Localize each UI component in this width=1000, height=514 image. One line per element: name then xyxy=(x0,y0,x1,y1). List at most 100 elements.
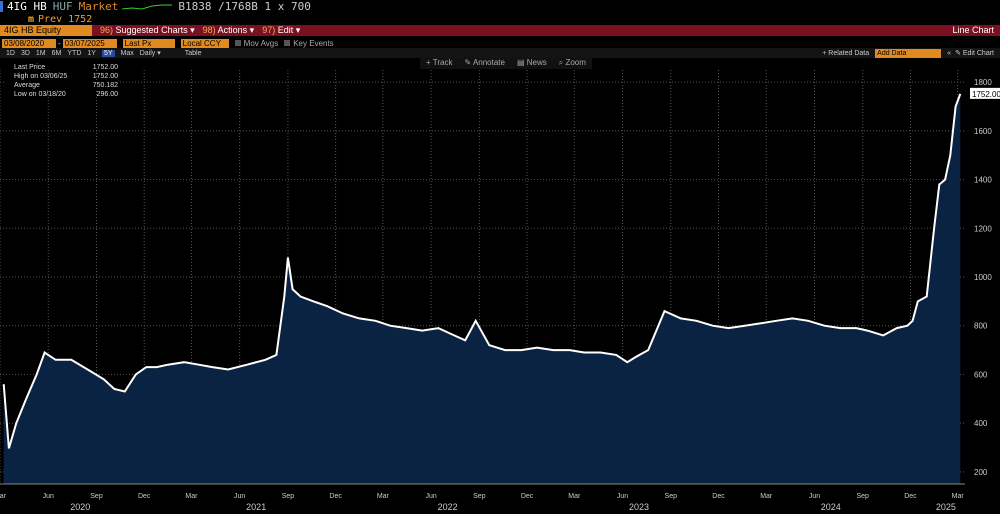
x-tick-label: Sep xyxy=(856,493,869,500)
price-line xyxy=(2,93,962,449)
x-tick-label: Jun xyxy=(425,493,436,500)
x-tick-label: Mar xyxy=(377,493,390,500)
x-tick-label: Dec xyxy=(521,493,534,500)
y-tick-label: 1800 xyxy=(974,78,992,87)
track-tool[interactable]: + Track xyxy=(426,58,453,67)
x-axis: Mar Jun Sep Dec Mar Jun Sep Dec Mar Jun Sep Dec Mar J… xyxy=(0,483,965,512)
y-axis: 200 400 600 800 1000 1200 1400 1600 1800 xyxy=(974,78,992,477)
y-tick-label: 200 xyxy=(974,468,988,477)
legend-row: Average 750.182 xyxy=(6,81,118,90)
table-button[interactable]: Table xyxy=(184,49,202,57)
y-tick-label: 400 xyxy=(974,419,988,428)
menu-actions[interactable]: 98) Actions ▾ xyxy=(202,25,255,35)
add-data-input[interactable]: Add Data xyxy=(875,48,942,58)
input-bar: 03/08/2020 - 03/07/2025 Last Px Local CC… xyxy=(0,38,1000,48)
zoom-tool[interactable]: ⌕ Zoom xyxy=(558,58,586,67)
x-year-label: 2020 xyxy=(70,502,90,512)
x-tick-label: Mar xyxy=(0,493,7,500)
range-bar-right: + Related Data Add Data « ✎ Edit Chart xyxy=(822,48,994,58)
range-button-5y[interactable]: 5Y xyxy=(101,49,115,57)
end-date-input[interactable]: 03/07/2025 xyxy=(62,38,117,48)
prev-bar: m Prev 1752 xyxy=(0,13,1000,25)
y-tick-label: 1200 xyxy=(974,224,992,233)
ticker-indicator xyxy=(0,1,3,12)
x-tick-label: Dec xyxy=(138,493,151,500)
field-select[interactable]: Last Px xyxy=(122,38,175,48)
range-button-3d[interactable]: 3D xyxy=(20,49,30,57)
x-tick-label: Sep xyxy=(473,493,486,500)
chart-type-title: Line Chart xyxy=(952,25,994,35)
x-year-label: 2022 xyxy=(438,502,458,512)
collapse-icon[interactable]: « xyxy=(947,49,952,57)
command-bar: 4IG HB Equity 96) Suggested Charts ▾ 98)… xyxy=(0,25,1000,36)
mov-avgs-checkbox-icon xyxy=(234,40,241,47)
prev-close: Prev 1752 xyxy=(38,13,93,25)
news-tool[interactable]: ▤ News xyxy=(516,58,547,67)
related-data-button[interactable]: + Related Data xyxy=(822,49,870,57)
legend-label: Low on 03/18/20 xyxy=(14,91,66,98)
range-button-1m[interactable]: 1M xyxy=(35,49,46,57)
period-label: Daily xyxy=(139,50,156,57)
menu-edit-label: Edit xyxy=(277,25,294,35)
x-tick-label: Jun xyxy=(809,493,820,500)
y-tick-label: 1600 xyxy=(974,127,992,136)
legend-value: 1752.00 xyxy=(92,73,118,80)
menu-edit[interactable]: 97) Edit ▾ xyxy=(262,25,301,35)
range-buttons: 1D 3D 1M 6M YTD 1Y 5Y Max xyxy=(0,49,134,57)
security-field[interactable]: 4IG HB Equity xyxy=(0,25,92,36)
menu-suggested-charts[interactable]: 96) Suggested Charts ▾ xyxy=(100,25,195,35)
legend: Last Price 1752.00 High on 03/06/25 1752.00… xyxy=(6,63,118,99)
x-tick-label: Dec xyxy=(904,493,917,500)
range-button-6m[interactable]: 6M xyxy=(51,49,62,57)
x-tick-label: Sep xyxy=(90,493,103,500)
x-tick-label: Jun xyxy=(234,493,245,500)
currency-select[interactable]: Local CCY xyxy=(180,38,229,48)
x-tick-label: Jun xyxy=(43,493,54,500)
ticker-currency: HUF xyxy=(52,0,73,13)
edit-chart-button[interactable]: ✎ Edit Chart xyxy=(955,50,994,57)
x-tick-label: Dec xyxy=(712,493,725,500)
x-tick-label: Mar xyxy=(568,493,581,500)
x-year-label: 2023 xyxy=(629,502,649,512)
legend-row: High on 03/06/25 1752.00 xyxy=(6,72,118,81)
key-events-toggle[interactable]: Key Events xyxy=(284,39,334,48)
last-price-text: 1752.00 xyxy=(972,90,1000,99)
mov-avgs-toggle[interactable]: Mov Avgs xyxy=(234,38,279,48)
sparkline-icon xyxy=(122,4,173,10)
period-select[interactable]: Daily ▾ xyxy=(139,50,161,57)
menu-actions-num: 98) xyxy=(202,25,216,35)
price-area xyxy=(3,93,961,485)
x-tick-label: Mar xyxy=(760,493,773,500)
legend-label: High on 03/06/25 xyxy=(14,73,68,80)
y-tick-label: 1400 xyxy=(974,176,992,185)
news-label: News xyxy=(526,58,547,67)
range-button-1y[interactable]: 1Y xyxy=(87,49,96,57)
menu-edit-num: 97) xyxy=(262,25,276,35)
edit-chart-label: Edit Chart xyxy=(962,50,994,57)
mov-avgs-label: Mov Avgs xyxy=(243,38,279,48)
chart-toolbar: + Track ✎ Annotate ▤ News ⌕ Zoom xyxy=(420,58,592,69)
range-button-max[interactable]: Max xyxy=(120,49,134,57)
start-date-input[interactable]: 03/08/2020 xyxy=(2,38,56,48)
track-label: Track xyxy=(432,58,453,67)
last-price-label: 1752.00 xyxy=(970,87,1000,99)
x-tick-label: Dec xyxy=(329,493,342,500)
date-separator: - xyxy=(58,38,61,48)
range-button-1d[interactable]: 1D xyxy=(6,49,15,57)
menu-suggested-charts-label: Suggested Charts xyxy=(115,25,188,35)
y-tick-label: 800 xyxy=(974,322,988,331)
annotate-tool[interactable]: ✎ Annotate xyxy=(464,58,505,67)
legend-value: 1752.00 xyxy=(92,64,118,71)
ticker-market: Market xyxy=(78,0,119,13)
ticker-bar: 4IG HB HUF Market B1838 /1768B 1 x 700 xyxy=(0,0,1000,13)
legend-label: Last Price xyxy=(14,64,46,71)
legend-label: Average xyxy=(14,82,40,89)
ticker-quote: B1838 /1768B 1 x 700 xyxy=(178,0,311,13)
x-tick-label: Sep xyxy=(282,493,295,500)
annotate-label: Annotate xyxy=(472,58,505,67)
x-tick-label: Jun xyxy=(617,493,628,500)
legend-row: Last Price 1752.00 xyxy=(6,63,118,72)
range-button-ytd[interactable]: YTD xyxy=(67,49,82,57)
ticker-symbol[interactable]: 4IG HB xyxy=(7,0,47,13)
